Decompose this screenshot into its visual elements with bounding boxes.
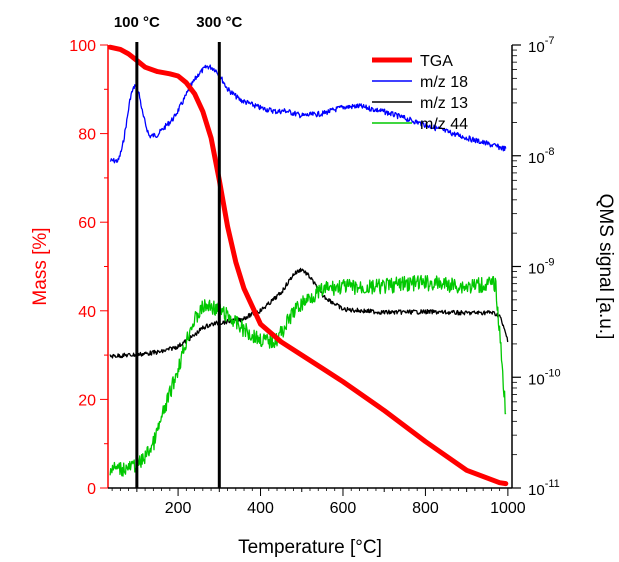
legend: TGA m/z 18 m/z 13 m/z 44 bbox=[372, 53, 468, 133]
y2-tick-label: 10-9 bbox=[528, 257, 554, 278]
annotation-label-100: 100 °C bbox=[114, 14, 160, 31]
plot-area bbox=[108, 44, 509, 487]
x-axis-label: Temperature [°C] bbox=[238, 537, 382, 558]
axes: 200 400 600 800 100002040608010010-1110-1010… bbox=[69, 35, 560, 517]
y-tick-label: 20 bbox=[78, 392, 96, 409]
x-tick-label: 800 bbox=[412, 500, 439, 517]
x-tick-label: 200 bbox=[165, 500, 192, 517]
annotation-lines: 100 °C 300 °C bbox=[114, 14, 242, 488]
y2-tick-label: 10-11 bbox=[528, 478, 560, 499]
y-tick-label: 80 bbox=[78, 127, 96, 144]
y2-tick-base: 10 bbox=[528, 371, 545, 388]
y2-tick-base: 10 bbox=[528, 482, 545, 499]
series-line-m-z-44 bbox=[109, 274, 507, 477]
x-tick-label: 1000 bbox=[490, 500, 526, 517]
y2-tick-exponent: -11 bbox=[545, 478, 560, 490]
y2-tick-label: 10-10 bbox=[528, 367, 561, 388]
y2-axis-label: QMS signal [a.u.] bbox=[595, 194, 616, 340]
series-line-m-z-13 bbox=[109, 267, 509, 359]
y2-tick-label: 10-8 bbox=[528, 146, 554, 167]
y-tick-label: 100 bbox=[69, 38, 96, 55]
y2-tick-exponent: -10 bbox=[545, 367, 561, 379]
annotation-label-300: 300 °C bbox=[196, 14, 242, 31]
axis-labels: Temperature [°C] Mass [%] QMS signal [a.u.… bbox=[30, 194, 616, 558]
y-tick-label: 40 bbox=[78, 304, 96, 321]
series-line-tga bbox=[108, 44, 509, 487]
legend-label-m-z-13: m/z 13 bbox=[420, 95, 468, 112]
x-tick-label: 400 bbox=[247, 500, 274, 517]
series-line-m-z-18 bbox=[109, 64, 507, 164]
y-axis-label: Mass [%] bbox=[30, 227, 51, 305]
legend-label-m-z-18: m/z 18 bbox=[420, 74, 468, 91]
y2-tick-label: 10-7 bbox=[528, 35, 554, 56]
y2-tick-exponent: -7 bbox=[545, 35, 555, 47]
legend-label-tga: TGA bbox=[420, 53, 453, 70]
x-tick-label: 600 bbox=[330, 500, 357, 517]
y2-tick-exponent: -9 bbox=[545, 257, 555, 269]
y2-tick-base: 10 bbox=[528, 150, 545, 167]
y2-tick-exponent: -8 bbox=[545, 146, 555, 158]
y-tick-label: 0 bbox=[87, 481, 96, 498]
y2-tick-base: 10 bbox=[528, 261, 545, 278]
legend-label-m-z-44: m/z 44 bbox=[420, 116, 468, 133]
y-tick-label: 60 bbox=[78, 215, 96, 232]
y2-tick-base: 10 bbox=[528, 39, 545, 56]
